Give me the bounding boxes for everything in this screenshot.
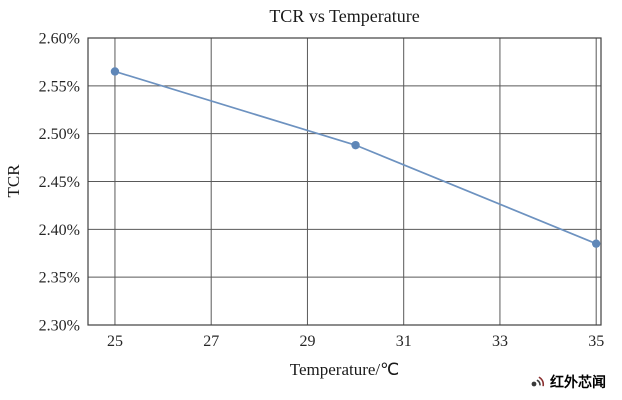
- x-tick-label: 35: [588, 333, 604, 350]
- watermark-logo-icon: [528, 374, 545, 391]
- x-tick-label: 25: [107, 333, 123, 350]
- data-point: [351, 140, 360, 150]
- y-tick-label: 2.55%: [39, 78, 80, 95]
- x-tick-label: 29: [299, 333, 315, 350]
- y-tick-label: 2.30%: [39, 318, 80, 335]
- y-tick-label: 2.40%: [39, 222, 80, 239]
- data-point: [591, 239, 601, 248]
- y-tick-label: 2.60%: [39, 31, 80, 48]
- data-point: [110, 67, 120, 76]
- y-tick-label: 2.45%: [39, 174, 80, 191]
- x-tick-label: 33: [492, 333, 508, 350]
- plot-border: [87, 37, 602, 326]
- y-tick-label: 2.35%: [39, 270, 80, 287]
- x-axis-title: Temperature/℃: [289, 360, 400, 379]
- watermark: 红外芯闻: [528, 372, 606, 392]
- x-tick-label: 31: [396, 333, 412, 350]
- watermark-text: 红外芯闻: [550, 374, 606, 390]
- tcr-line: [114, 70, 597, 245]
- y-tick-label: 2.50%: [39, 126, 80, 143]
- x-tick-label: 27: [203, 333, 219, 350]
- chart-title: TCR vs Temperature: [269, 6, 420, 26]
